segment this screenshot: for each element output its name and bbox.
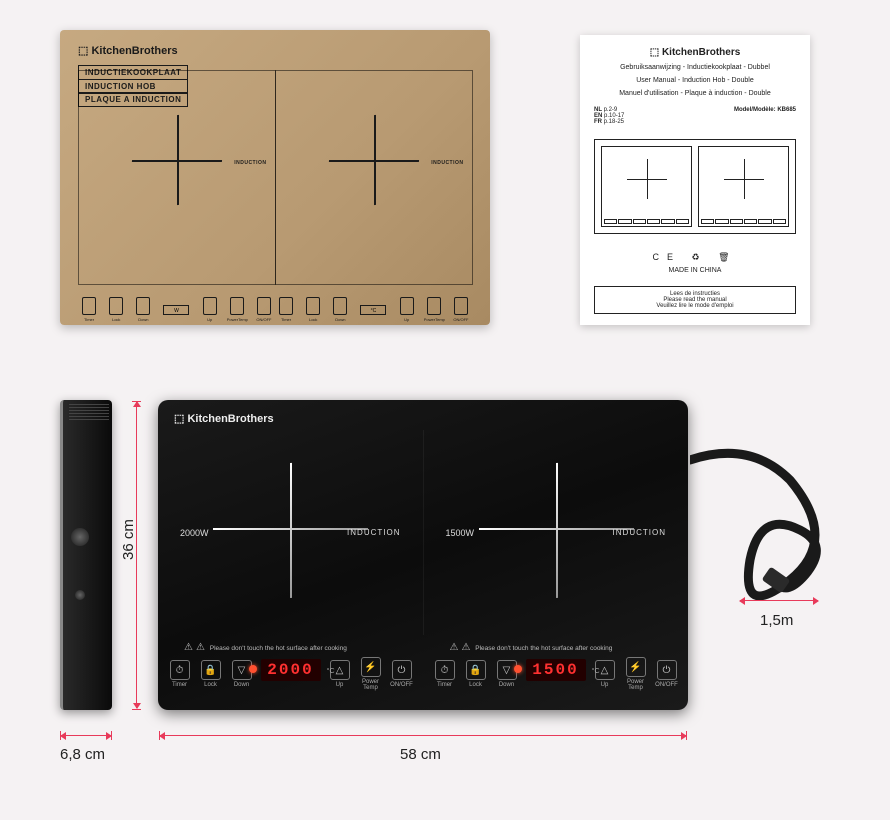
power-icon: ⚡ [361,657,381,677]
dimension-width: 58 cm [400,746,441,763]
side-vent [69,404,109,422]
package-btn-timer: Timer [82,297,96,315]
package-btn-lock: Lock [109,297,123,315]
manual-cert-icons: CE ♻ 🗑 [594,252,796,263]
package-zone-left: INDUCTION [78,70,276,285]
product-control-panel: ⏱Timer 🔒Lock ▽Down 2000 △Up ⚡Power Temp … [158,646,688,702]
dimension-cable: 1,5m [760,612,793,629]
lock-icon: 🔒 [201,660,221,680]
timer-icon: ⏱ [435,660,455,680]
dimension-line-width [160,735,686,736]
package-btn-onoff: ON/OFF [257,297,271,315]
manual-made-in: MADE IN CHINA [594,267,796,274]
manual-title-en: User Manual - Induction Hob - Double [594,77,796,84]
package-btn-up: Up [400,297,414,315]
controls-right: ⏱Timer 🔒Lock ▽Down 1500 △Up ⚡Power Temp … [423,646,688,702]
package-btn-down: Down [333,297,347,315]
timer-button[interactable]: ⏱Timer [168,660,192,688]
dimension-height: 36 cm [120,519,137,560]
power-off-icon: ⏻ [392,660,412,680]
manual-read-instructions: Lees de instructies Please read the manu… [594,286,796,314]
package-btn-power: PowerTemp [427,297,441,315]
package-controls-row: Timer Lock Down W Up PowerTemp ON/OFF Ti… [78,297,472,315]
power-off-icon: ⏻ [657,660,677,680]
timer-icon: ⏱ [170,660,190,680]
package-diagram: INDUCTION INDUCTION [78,70,472,285]
led-display-left: 2000 [261,659,321,681]
power-temp-button[interactable]: ⚡Power Temp [624,657,648,691]
dimension-line-cable [740,600,818,601]
onoff-button[interactable]: ⏻ON/OFF [390,660,414,688]
package-btn-down: Down [136,297,150,315]
package-btn-lock: Lock [306,297,320,315]
down-button[interactable]: ▽Down [495,660,519,688]
zone-wattage: 2000W [180,528,209,538]
dimension-depth: 6,8 cm [60,746,105,763]
zone-label: INDUCTION [347,528,400,537]
package-btn-timer: Timer [279,297,293,315]
zone-label: INDUCTION [613,528,666,537]
manual-page-index: NL p.2-9 EN p.10-17 FR p.18-25 Model/Mod… [594,107,796,125]
led-display-right: 1500 [526,659,586,681]
controls-left: ⏱Timer 🔒Lock ▽Down 2000 △Up ⚡Power Temp … [158,646,423,702]
package-zone-right: INDUCTION [275,70,473,285]
down-button[interactable]: ▽Down [230,660,254,688]
package-zone-label: INDUCTION [234,160,266,166]
zone-wattage: 1500W [446,528,475,538]
package-zone-label: INDUCTION [431,160,463,166]
package-display-w: W [163,305,189,315]
manual-title-fr: Manuel d'utilisation - Plaque à inductio… [594,90,796,97]
lock-button[interactable]: 🔒Lock [199,660,223,688]
package-btn-up: Up [203,297,217,315]
product-side-view [60,400,112,710]
manual-logo: KitchenBrothers [594,47,796,58]
user-manual: KitchenBrothers Gebruiksaanwijzing - Ind… [580,35,810,325]
power-temp-button[interactable]: ⚡Power Temp [359,657,383,691]
power-icon: ⚡ [626,657,646,677]
cooking-zone-right: 1500W INDUCTION ⚠⚠ Please don't touch th… [423,430,689,635]
side-knob-small [75,590,85,600]
onoff-button[interactable]: ⏻ON/OFF [655,660,679,688]
lock-icon: 🔒 [466,660,486,680]
cooking-zone-left: 2000W INDUCTION ⚠⚠ Please don't touch th… [158,430,423,635]
side-knob [71,528,89,546]
manual-title-nl: Gebruiksaanwijzing - Inductiekookplaat -… [594,64,796,71]
dimension-line-depth [61,735,111,736]
manual-diagram [594,139,796,234]
package-display-c: °C [360,305,386,315]
lock-button[interactable]: 🔒Lock [464,660,488,688]
manual-model: Model/Modèle: KB685 [734,107,796,125]
product-logo: KitchenBrothers [174,412,672,425]
timer-button[interactable]: ⏱Timer [433,660,457,688]
package-btn-onoff: ON/OFF [454,297,468,315]
package-logo: KitchenBrothers [78,44,472,57]
package-box: KitchenBrothers INDUCTIEKOOKPLAAT INDUCT… [60,30,490,325]
package-btn-power: PowerTemp [230,297,244,315]
product-top-view: KitchenBrothers 2000W INDUCTION ⚠⚠ Pleas… [158,400,688,710]
